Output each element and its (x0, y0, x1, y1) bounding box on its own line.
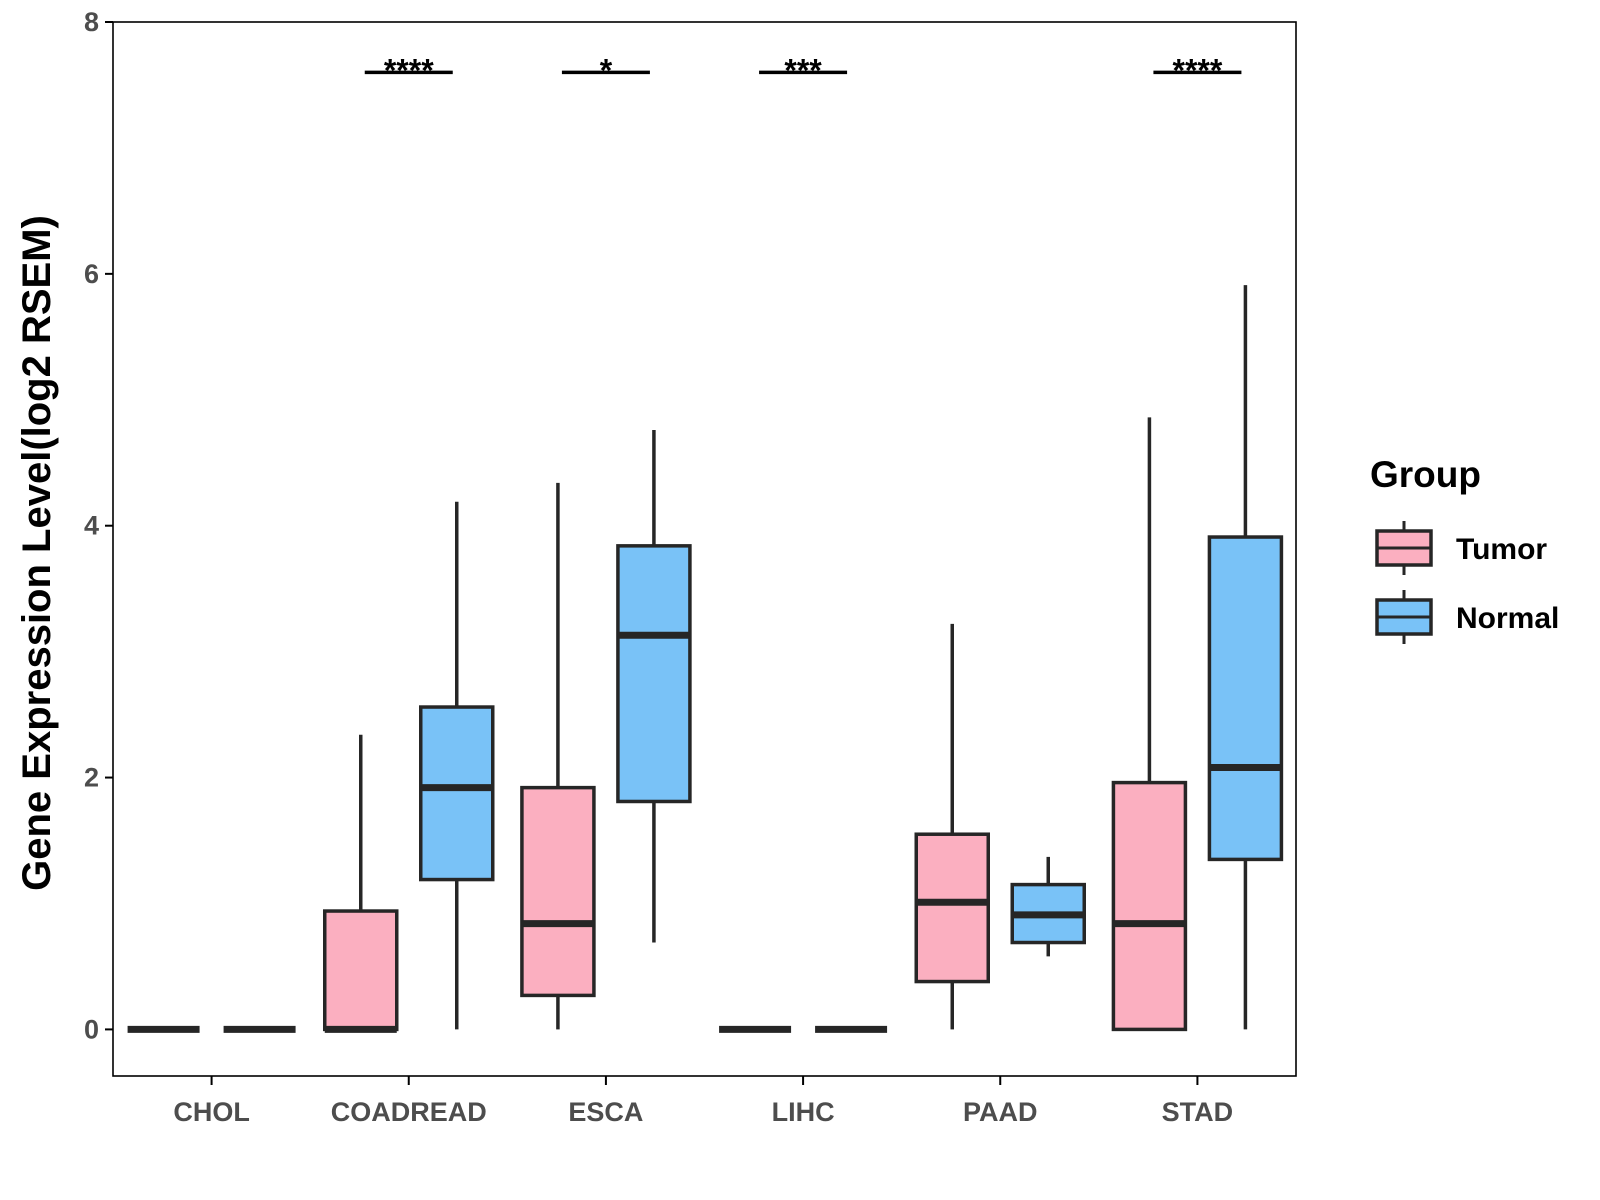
y-axis: 0 2 4 6 8 (84, 7, 113, 1044)
x-tick-label: STAD (1162, 1097, 1234, 1127)
significance-label: **** (384, 52, 434, 88)
y-tick-label: 2 (84, 763, 99, 793)
significance-label: **** (1173, 52, 1223, 88)
legend-label: Normal (1456, 602, 1559, 635)
significance-label: *** (784, 52, 822, 88)
significance-annotations: **** * *** **** (364, 52, 1242, 88)
y-tick-label: 0 (84, 1014, 99, 1044)
box-normal-coadread (419, 501, 495, 1030)
box-body (323, 909, 399, 1032)
x-axis: CHOL COADREAD ESCA LIHC PAAD STAD (173, 1076, 1233, 1127)
x-tick-label: COADREAD (331, 1097, 487, 1127)
box-normal-esca (616, 430, 692, 943)
plot-area (112, 21, 1297, 1077)
plot-panel-border (112, 21, 1297, 1077)
legend-label: Tumor (1456, 533, 1547, 566)
significance-label: * (600, 52, 613, 88)
x-tick-label: CHOL (173, 1097, 250, 1127)
legend: Group Tumor Normal (1370, 454, 1559, 644)
box-tumor-esca (520, 482, 596, 1030)
box-normal-paad (1010, 856, 1086, 957)
box-body (914, 832, 990, 984)
box-normal-stad (1207, 285, 1284, 1030)
x-tick-label: LIHC (772, 1097, 835, 1127)
box-body (616, 544, 692, 804)
y-axis-title: Gene Expression Level(log2 RSEM) (15, 215, 59, 891)
box-tumor-paad (914, 623, 990, 1030)
box-series (127, 285, 1284, 1033)
legend-entry-tumor: Tumor (1375, 521, 1547, 575)
box-body (1207, 535, 1284, 862)
y-tick-label: 8 (84, 7, 99, 37)
box-body (1111, 780, 1188, 1032)
x-tick-label: PAAD (963, 1097, 1038, 1127)
y-tick-label: 6 (84, 259, 99, 289)
box-tumor-stad (1111, 417, 1188, 1032)
box-body (419, 705, 495, 882)
legend-entry-normal: Normal (1375, 590, 1559, 644)
y-tick-label: 4 (84, 511, 99, 541)
x-tick-label: ESCA (568, 1097, 643, 1127)
legend-title: Group (1370, 454, 1481, 495)
box-body (520, 785, 596, 998)
box-tumor-coadread (323, 734, 399, 1033)
